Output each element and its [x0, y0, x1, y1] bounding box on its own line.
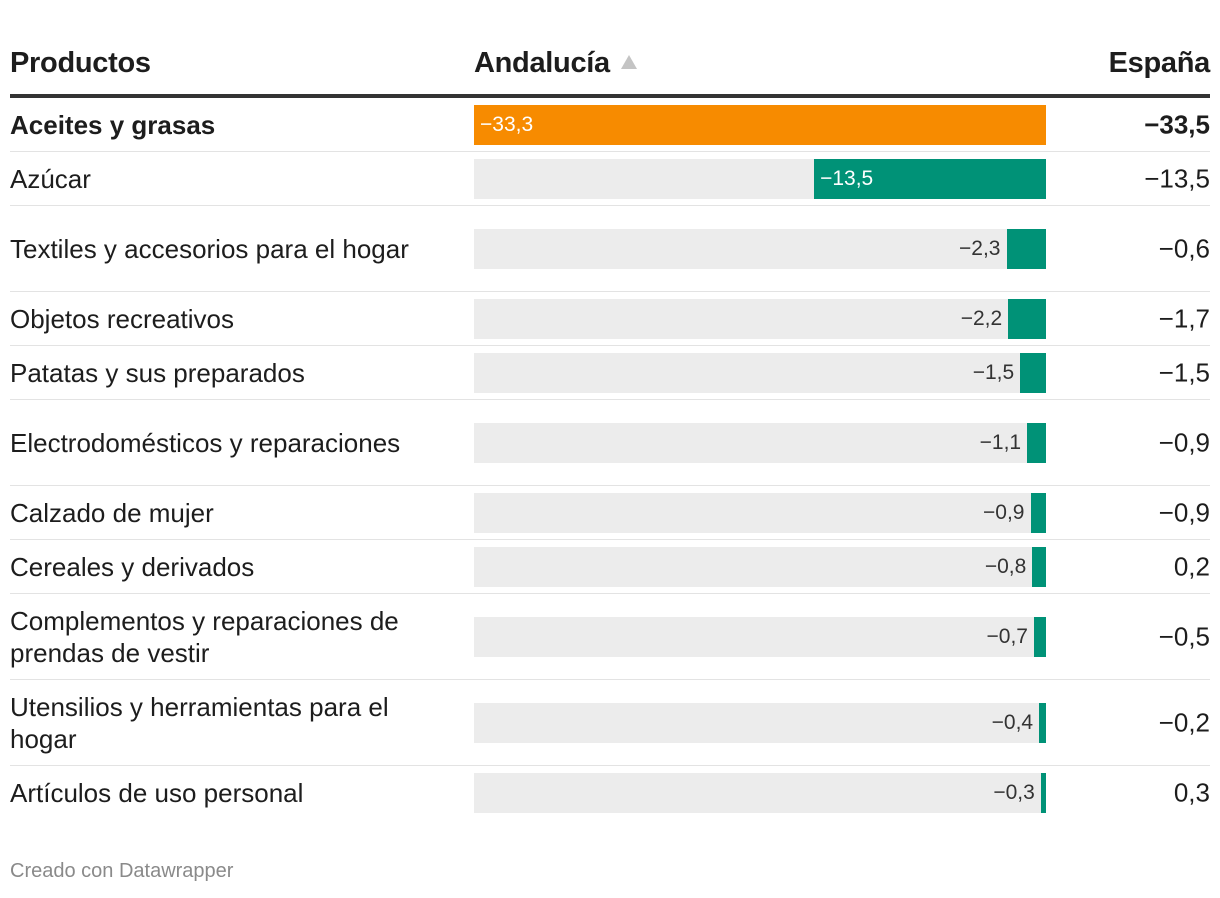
product-name: Objetos recreativos: [10, 303, 234, 334]
bar-value-label: −0,4: [991, 710, 1034, 734]
bar-track: −0,9: [474, 492, 1046, 533]
bar: [1039, 702, 1046, 743]
product-name: Utensilios y herramientas para el hogar: [10, 691, 389, 754]
table-row: Electrodomésticos y reparaciones −1,1 −0,9: [10, 400, 1210, 486]
table-row: Patatas y sus preparados −1,5 −1,5: [10, 346, 1210, 400]
bar-value-label: −2,2: [960, 306, 1003, 330]
product-name: Textiles y accesorios para el hogar: [10, 233, 409, 264]
espana-value: −33,5: [1144, 109, 1210, 139]
bar-track: −13,5: [474, 158, 1046, 199]
espana-value: −0,9: [1158, 427, 1210, 457]
data-table: Productos Andalucía España Aceites y gra…: [10, 38, 1210, 820]
bar-track: −1,5: [474, 352, 1046, 393]
product-name: Patatas y sus preparados: [10, 357, 305, 388]
table-row: Azúcar −13,5 −13,5: [10, 152, 1210, 206]
sort-ascending-icon[interactable]: [620, 55, 637, 69]
product-name: Cereales y derivados: [10, 551, 255, 582]
column-header-andalucia-label: Andalucía: [474, 47, 610, 79]
bar: [1006, 228, 1046, 269]
bar-value-label: −1,1: [979, 430, 1022, 454]
product-name: Azúcar: [10, 163, 91, 194]
datawrapper-credit[interactable]: Creado con Datawrapper: [10, 860, 234, 882]
bar: [1040, 773, 1046, 813]
product-name: Electrodomésticos y reparaciones: [10, 427, 401, 458]
table-body: Aceites y grasas −33,3 −33,5 Azúcar −13,5 −13…: [10, 98, 1210, 820]
bar: [814, 158, 1046, 199]
bar-track: −0,4: [474, 702, 1046, 743]
espana-value: −0,5: [1158, 621, 1210, 651]
bar: [1020, 352, 1046, 393]
bar-value-label: −2,3: [959, 236, 1001, 260]
table-row: Cereales y derivados −0,8 0,2: [10, 540, 1210, 594]
bar-track: −0,8: [474, 546, 1046, 587]
bar: [1027, 422, 1046, 463]
espana-value: −13,5: [1144, 163, 1210, 193]
column-header-products: Productos: [10, 47, 151, 79]
bar: [1034, 616, 1046, 657]
bar-track: −33,3: [474, 104, 1046, 145]
table-header: Productos Andalucía España: [10, 38, 1210, 98]
product-name: Aceites y grasas: [10, 109, 216, 140]
table-row: Calzado de mujer −0,9 −0,9: [10, 486, 1210, 540]
espana-value: −0,2: [1158, 707, 1210, 737]
espana-value: −1,7: [1158, 303, 1210, 333]
table-row: Textiles y accesorios para el hogar −2,3 −…: [10, 206, 1210, 292]
bar-track: −1,1: [474, 422, 1046, 463]
column-header-espana[interactable]: España: [1108, 47, 1211, 79]
bar-value-label: −13,5: [820, 166, 874, 190]
bar: [1030, 492, 1046, 533]
product-name: Artículos de uso personal: [10, 778, 304, 808]
table-row: Artículos de uso personal −0,3 0,3: [10, 766, 1210, 820]
bar-value-label: −0,7: [986, 624, 1028, 648]
table-row: Aceites y grasas −33,3 −33,5: [10, 98, 1210, 152]
bar-value-label: −0,3: [993, 781, 1035, 804]
bar-track: −0,7: [474, 616, 1046, 657]
bar: [1032, 546, 1046, 587]
espana-value: −0,6: [1158, 233, 1210, 263]
column-header-andalucia[interactable]: Andalucía: [474, 47, 637, 80]
product-name: Complementos y reparaciones de prendas d…: [10, 605, 399, 668]
bar-value-label: −33,3: [480, 112, 534, 136]
espana-value: 0,3: [1173, 777, 1210, 808]
bar-track: −0,3: [474, 773, 1046, 813]
bar-value-label: −0,9: [983, 500, 1025, 524]
table-row: Complementos y reparaciones de prendas d…: [10, 594, 1210, 680]
espana-value: −0,9: [1158, 497, 1210, 527]
product-name: Calzado de mujer: [10, 497, 214, 528]
bar: [474, 104, 1046, 145]
bar: [1008, 298, 1046, 339]
bar-track: −2,2: [474, 298, 1046, 339]
table-row: Objetos recreativos −2,2 −1,7: [10, 292, 1210, 346]
bar-value-label: −0,8: [984, 554, 1027, 578]
bar-value-label: −1,5: [972, 360, 1015, 384]
espana-value: 0,2: [1173, 551, 1210, 581]
table-row: Utensilios y herramientas para el hogar −…: [10, 680, 1210, 766]
espana-value: −1,5: [1158, 357, 1210, 387]
bar-track: −2,3: [474, 228, 1046, 269]
